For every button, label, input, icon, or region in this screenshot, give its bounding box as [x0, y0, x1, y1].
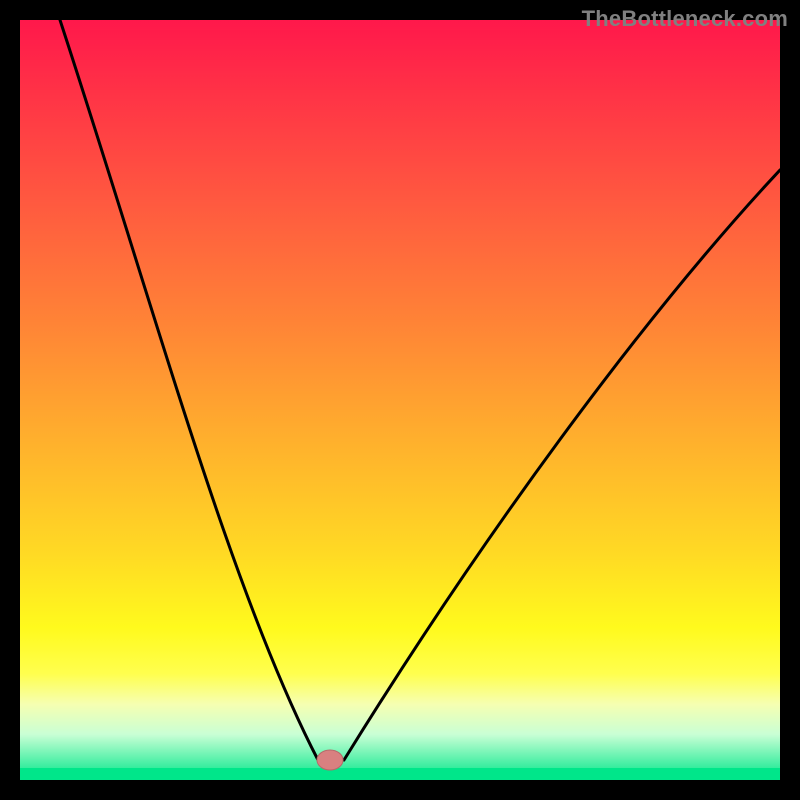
watermark-text: TheBottleneck.com — [582, 6, 788, 32]
chart-background — [20, 20, 780, 780]
bottleneck-chart — [0, 0, 800, 800]
chart-bottom-band — [20, 768, 780, 780]
optimal-point-marker — [317, 750, 343, 770]
